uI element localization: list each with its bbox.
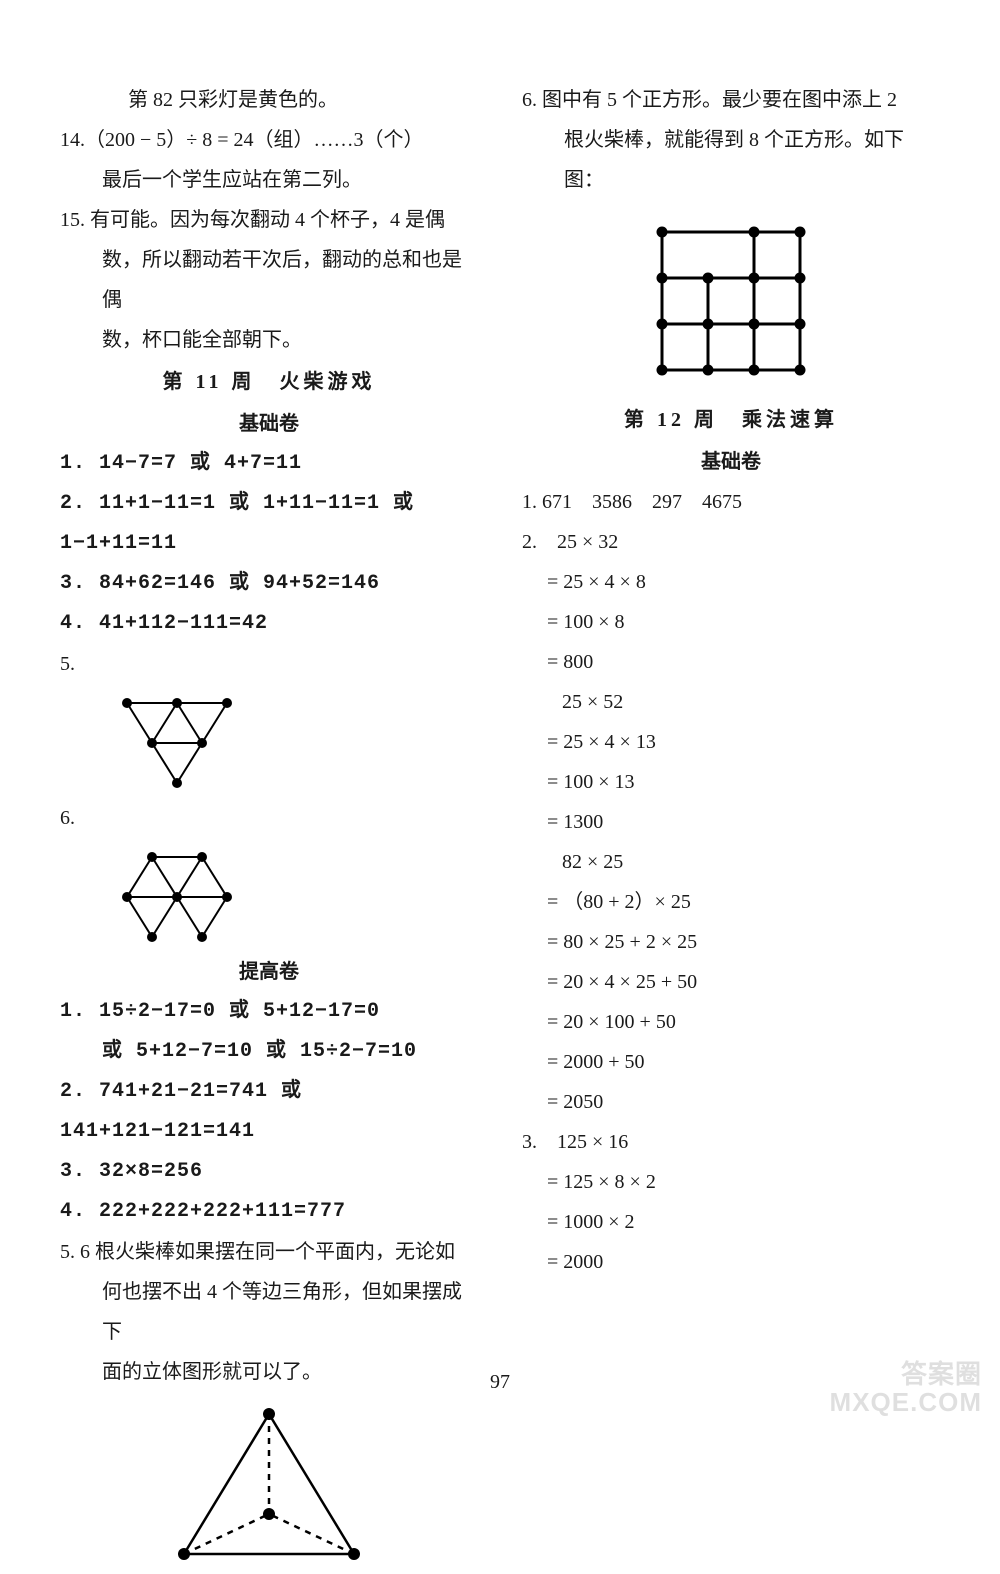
match-equation: 3. 84+62=146 或 94+52=146 (60, 564, 478, 604)
calc-line: 82 × 25 (522, 842, 940, 882)
calc-line: = 1000 × 2 (522, 1202, 940, 1242)
calc-line: = （80 + 2）× 25 (522, 882, 940, 922)
calc-line: 3. 125 × 16 (522, 1122, 940, 1162)
left-column: 第 82 只彩灯是黄色的。 14.（200 − 5）÷ 8 = 24（组）……3… (60, 80, 478, 1320)
right-column: 6. 图中有 5 个正方形。最少要在图中添上 2 根火柴棒，就能得到 8 个正方… (522, 80, 940, 1320)
advanced-heading: 提高卷 (60, 952, 478, 992)
calc-line: = 80 × 25 + 2 × 25 (522, 922, 940, 962)
text-line: 5. 6 根火柴棒如果摆在同一个平面内，无论如 (60, 1232, 478, 1272)
match-equation: 3. 32×8=256 (60, 1152, 478, 1192)
two-column-layout: 第 82 只彩灯是黄色的。 14.（200 − 5）÷ 8 = 24（组）……3… (60, 80, 940, 1320)
basic-heading: 基础卷 (60, 404, 478, 444)
calc-line: = 25 × 4 × 8 (522, 562, 940, 602)
watermark-line1: 答案圈 (830, 1360, 982, 1388)
text-line: 根火柴棒，就能得到 8 个正方形。如下图： (522, 120, 940, 200)
match-equation: 1. 15÷2−17=0 或 5+12−17=0 (60, 992, 478, 1032)
text-line: 6. 图中有 5 个正方形。最少要在图中添上 2 (522, 80, 940, 120)
match-equation: 4. 41+112−111=42 (60, 604, 478, 644)
calc-line: = 100 × 8 (522, 602, 940, 642)
item-6-label: 6. (60, 798, 478, 838)
text-line: 何也摆不出 4 个等边三角形，但如果摆成下 (60, 1272, 478, 1352)
text-line: 数，杯口能全部朝下。 (60, 320, 478, 360)
text-line: 15. 有可能。因为每次翻动 4 个杯子，4 是偶 (60, 200, 478, 240)
text-line: 第 82 只彩灯是黄色的。 (60, 80, 478, 120)
calc-line: = 2000 (522, 1242, 940, 1282)
grid-figure-container (522, 212, 940, 390)
text-line: 最后一个学生应站在第二列。 (60, 160, 478, 200)
calc-line: = 2050 (522, 1082, 940, 1122)
triangle-figure-5 (102, 688, 252, 788)
calc-line: = 100 × 13 (522, 762, 940, 802)
basic-heading: 基础卷 (522, 442, 940, 482)
calc-line: 2. 25 × 32 (522, 522, 940, 562)
calc-line: 25 × 52 (522, 682, 940, 722)
calc-line: = 800 (522, 642, 940, 682)
calc-line: = 125 × 8 × 2 (522, 1162, 940, 1202)
text-line: 数，所以翻动若干次后，翻动的总和也是偶 (60, 240, 478, 320)
figure-5-container (60, 688, 478, 788)
calc-line: = 25 × 4 × 13 (522, 722, 940, 762)
square-grid-figure (642, 212, 820, 390)
calc-line: = 20 × 4 × 25 + 50 (522, 962, 940, 1002)
item-5-label: 5. (60, 644, 478, 684)
watermark: 答案圈 MXQE.COM (830, 1360, 982, 1416)
calc-line: = 20 × 100 + 50 (522, 1002, 940, 1042)
triangle-figure-6 (102, 842, 252, 942)
calc-line: = 1300 (522, 802, 940, 842)
text-line: 14.（200 − 5）÷ 8 = 24（组）……3（个） (60, 120, 478, 160)
watermark-line2: MXQE.COM (830, 1388, 982, 1416)
calc-line: = 2000 + 50 (522, 1042, 940, 1082)
figure-6-container (60, 842, 478, 942)
match-equation: 2. 741+21−21=741 或 141+121−121=141 (60, 1072, 478, 1152)
page: 第 82 只彩灯是黄色的。 14.（200 − 5）÷ 8 = 24（组）……3… (0, 0, 1000, 1430)
match-equation: 4. 222+222+222+111=777 (60, 1192, 478, 1232)
week12-heading: 第 12 周 乘法速算 (522, 398, 940, 442)
match-equation: 1. 14−7=7 或 4+7=11 (60, 444, 478, 484)
calc-line: 1. 671 3586 297 4675 (522, 482, 940, 522)
match-equation: 或 5+12−7=10 或 15÷2−7=10 (60, 1032, 478, 1072)
match-equation: 2. 11+1−11=1 或 1+11−11=1 或 1−1+11=11 (60, 484, 478, 564)
week11-heading: 第 11 周 火柴游戏 (60, 360, 478, 404)
